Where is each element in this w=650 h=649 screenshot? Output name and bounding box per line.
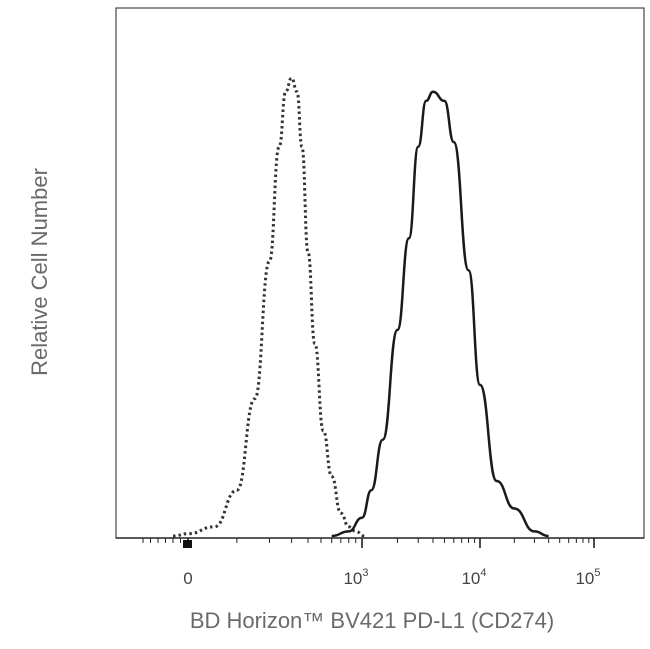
histogram-dotted-series	[172, 76, 365, 538]
histogram-solid-series	[331, 90, 549, 538]
x-tick-label: 0	[183, 569, 192, 588]
x-tick-label: 105	[575, 567, 600, 588]
x-ticks	[116, 537, 644, 548]
y-axis-title: Relative Cell Number	[27, 168, 52, 376]
x-tick-label: 103	[343, 567, 368, 588]
plot-frame	[115, 7, 645, 539]
x-axis-title: BD Horizon™ BV421 PD-L1 (CD274)	[190, 608, 554, 633]
x-tick-label: 104	[461, 567, 486, 588]
zero-marker	[183, 540, 192, 548]
series-layer	[172, 76, 549, 538]
x-tick-labels: 0 103 104 105	[183, 567, 600, 588]
